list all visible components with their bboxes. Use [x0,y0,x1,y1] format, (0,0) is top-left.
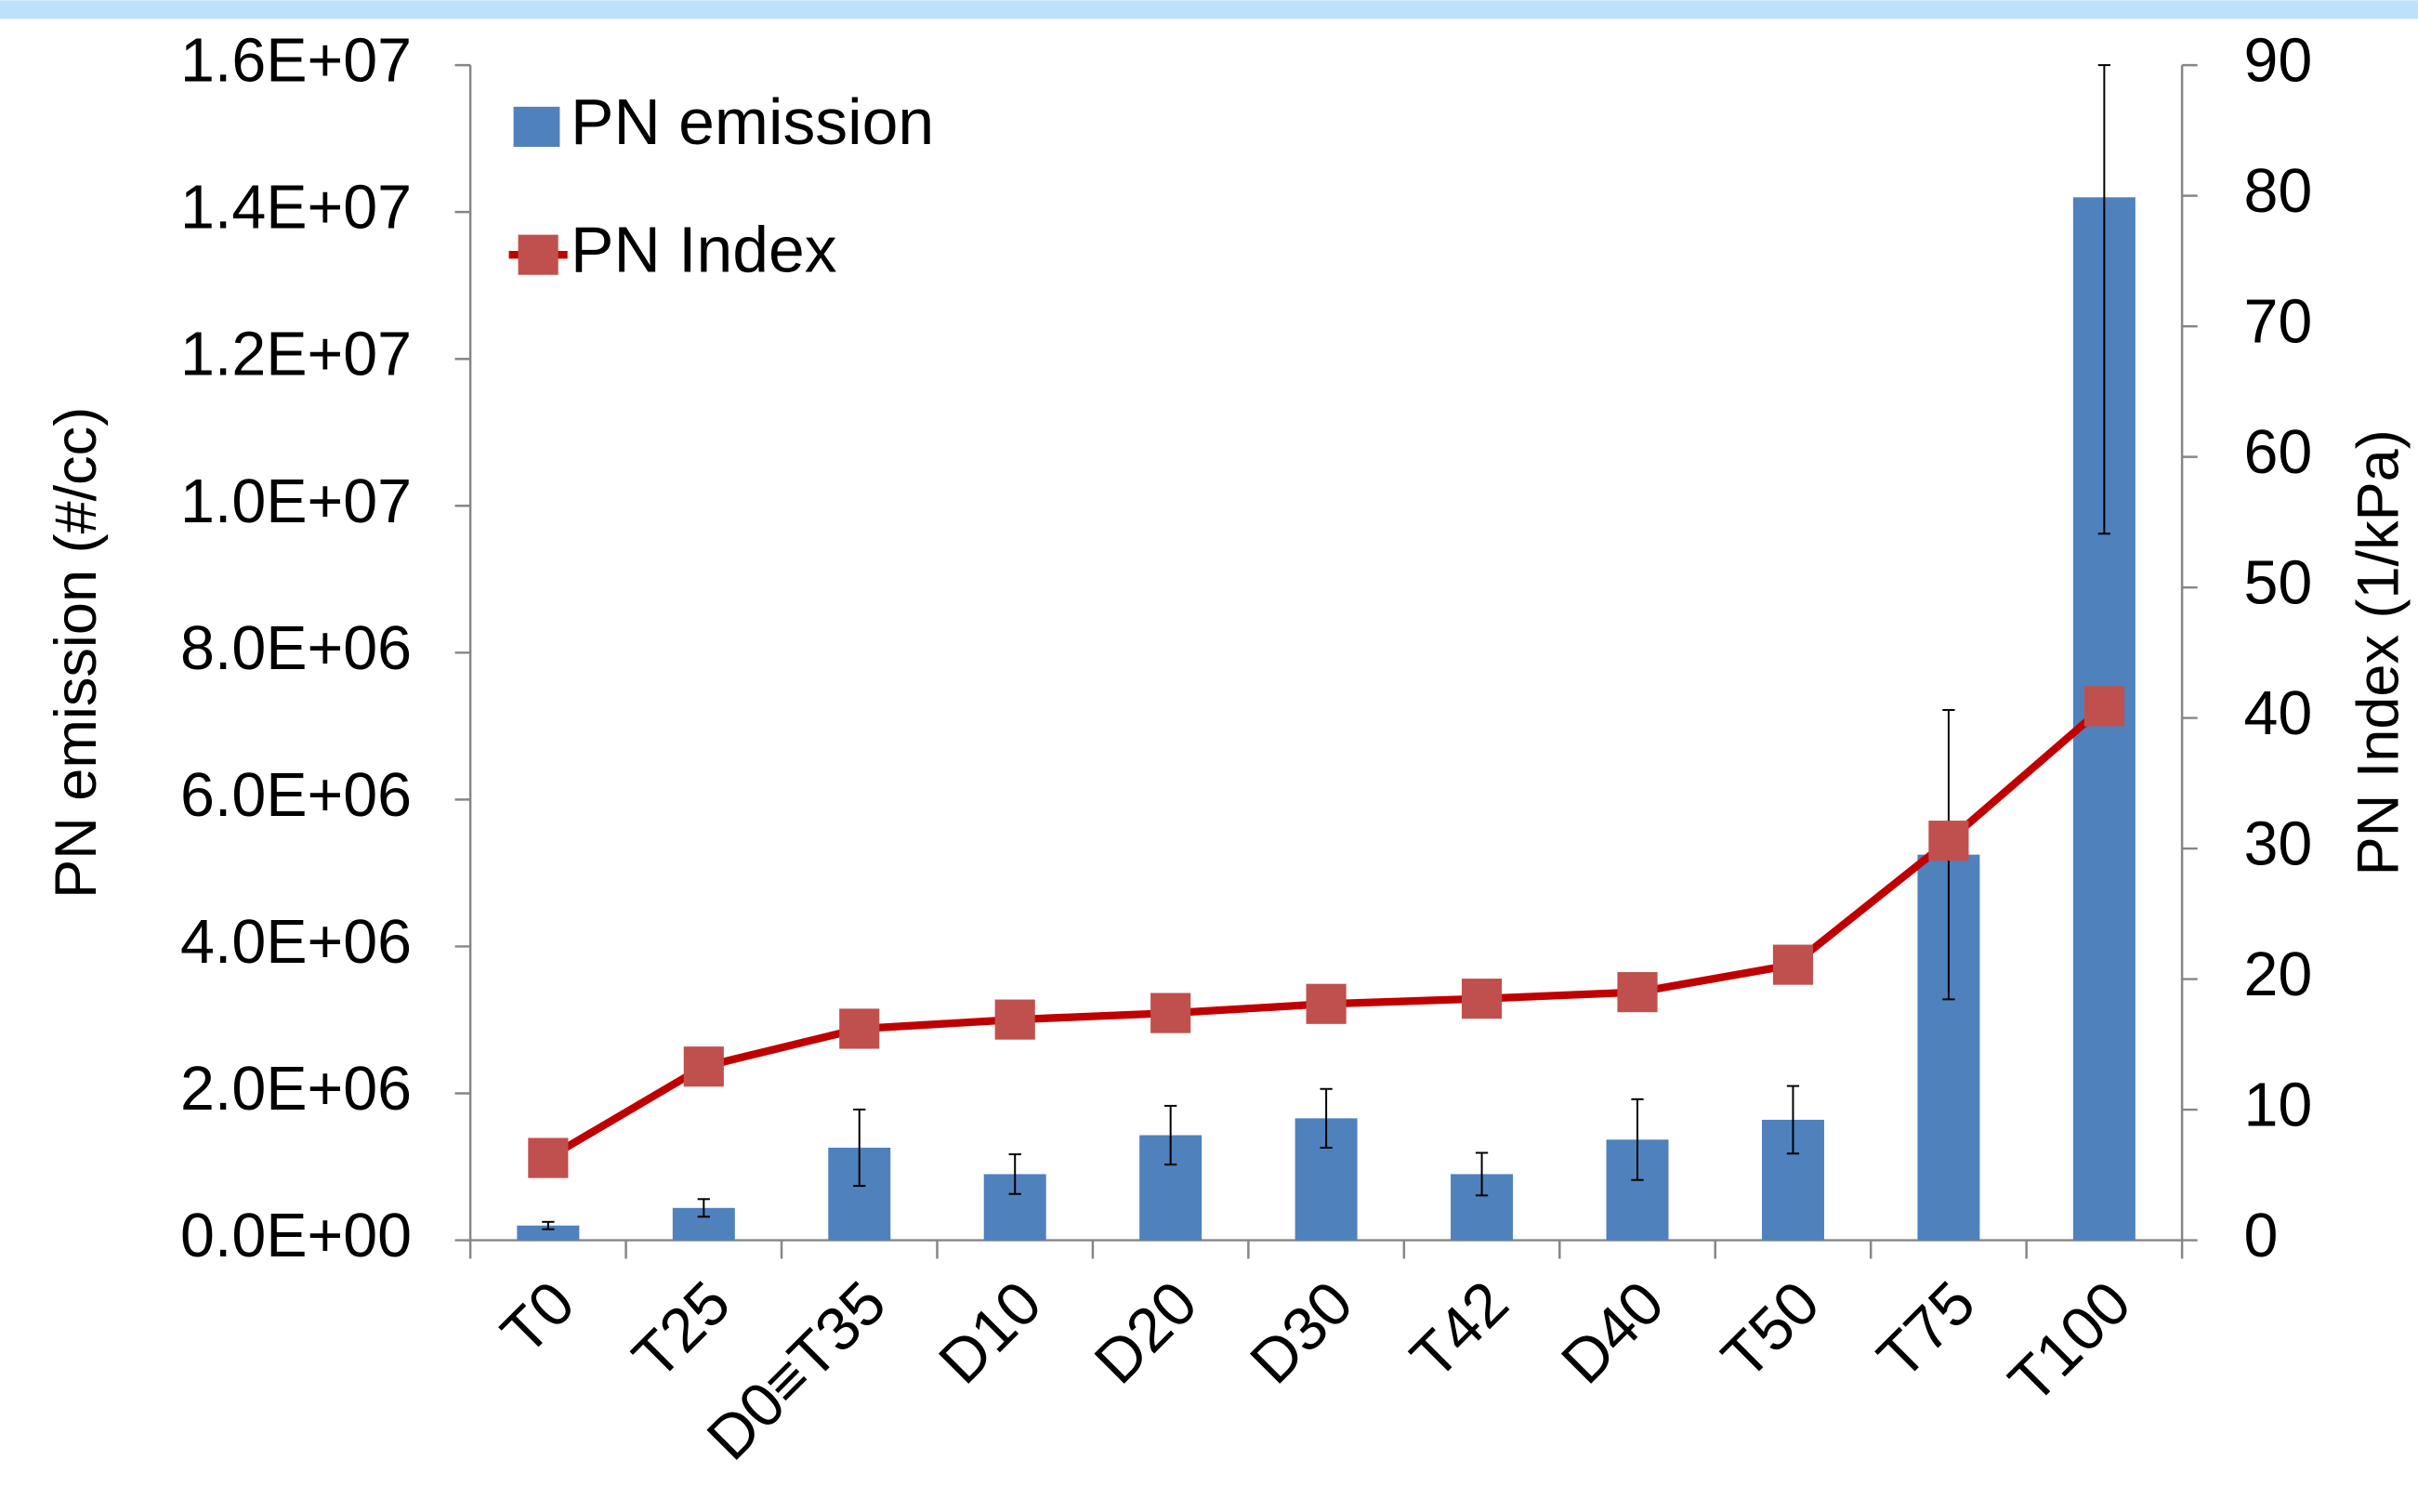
error-bar [1320,1087,1333,1149]
x-tick-label: D30 [1238,1269,1366,1397]
y2-tick-label: 80 [2243,157,2312,226]
y-tick-label: 1.2E+07 [180,321,412,389]
legend-label: PN emission [571,85,934,158]
x-tick-label: T75 [1865,1269,1989,1392]
y2-tick-label: 50 [2243,549,2312,618]
y-tick-label: 1.0E+07 [180,467,412,536]
y-tick-label: 2.0E+06 [180,1055,412,1124]
error-bar [697,1198,710,1218]
y2-tick-label: 90 [2243,27,2312,96]
legend-label: PN Index [571,214,837,286]
x-tick-label: D40 [1549,1269,1677,1397]
marker [1617,972,1658,1013]
error-bar [2097,64,2111,535]
x-tick-label: T25 [620,1269,743,1392]
y2-tick-label: 40 [2243,679,2312,748]
y-tick-label: 0.0E+00 [180,1202,412,1270]
error-bar [1008,1153,1021,1195]
top-strip [0,0,2418,20]
y2-tick-label: 30 [2243,810,2312,879]
y-tick-label: 1.6E+07 [180,27,412,96]
marker [683,1046,724,1087]
marker [2083,686,2124,727]
x-tick-label: T0 [489,1269,588,1368]
error-bar [1475,1151,1489,1197]
x-tick-label: T100 [1996,1269,2144,1416]
y2-tick-label: 10 [2243,1072,2312,1140]
marker [1461,979,1503,1019]
bar [517,1225,580,1241]
legend-swatch [513,106,560,148]
y-tick-label: 1.4E+07 [180,174,412,243]
y2-tick-label: 20 [2243,940,2312,1009]
error-bar [1164,1104,1177,1166]
marker [994,999,1035,1040]
marker [528,1137,569,1178]
y2-tick-label: 70 [2243,288,2312,357]
y-axis-title: PN emission (#/cc) [44,407,109,899]
y2-tick-label: 60 [2243,418,2312,487]
error-bar [542,1220,555,1230]
y-tick-label: 6.0E+06 [180,761,412,830]
error-bar [1786,1085,1800,1155]
y-tick-label: 8.0E+06 [180,614,412,683]
x-tick-label: T42 [1398,1269,1521,1392]
x-tick-label: D20 [1082,1269,1210,1397]
error-bar [1631,1098,1644,1181]
x-tick-label: D10 [926,1269,1055,1397]
marker [839,1008,880,1049]
legend-marker [518,234,559,275]
y2-tick-label: 0 [2243,1202,2278,1270]
error-bar [853,1108,866,1188]
marker [1928,821,1969,861]
y-tick-label: 4.0E+06 [180,908,412,977]
marker [1306,983,1347,1024]
marker [1772,944,1814,985]
x-tick-label: T50 [1709,1269,1833,1392]
y2-axis-title: PN Index (1/kPa) [2346,429,2411,875]
marker [1150,993,1191,1033]
